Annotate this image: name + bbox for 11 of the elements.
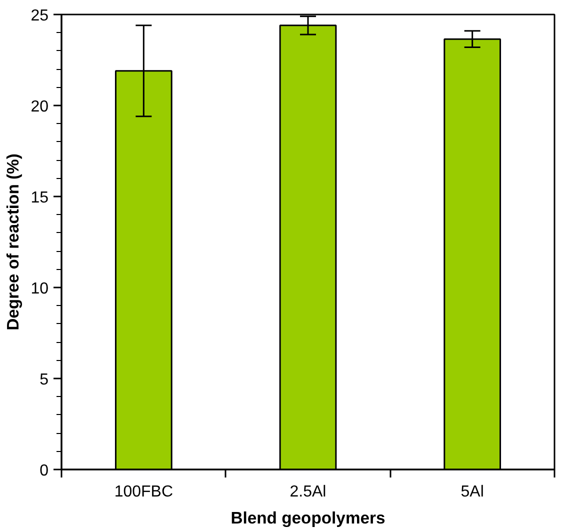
y-tick-label: 10 (30, 280, 49, 298)
x-tick-label: 5Al (460, 484, 484, 500)
y-tick-label: 15 (30, 190, 49, 206)
y-axis-title: Degree of reaction (%) (4, 154, 23, 330)
x-axis-title: Blend geopolymers (230, 508, 386, 528)
y-tick-label: 25 (30, 8, 49, 24)
x-tick-label: 2.5Al (290, 484, 326, 500)
x-tick-label: 100FBC (114, 484, 174, 500)
y-tick-label: 0 (40, 462, 49, 480)
y-tick-label: 20 (30, 98, 49, 116)
y-tick-label: 5 (40, 372, 49, 388)
